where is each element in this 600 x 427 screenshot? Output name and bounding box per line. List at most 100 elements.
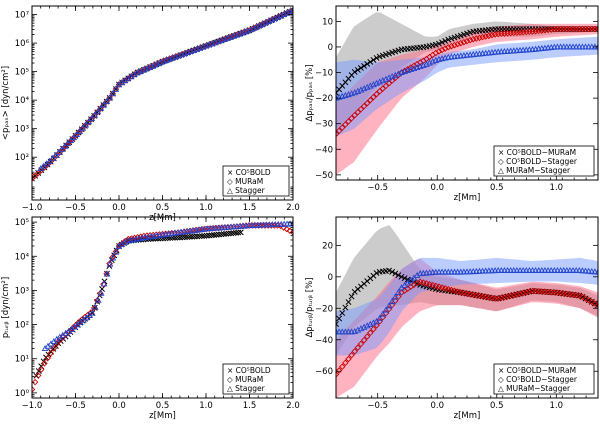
point-CO5BOLD-Stagger	[357, 105, 365, 113]
legend-entry: × CO⁵BOLD	[227, 366, 271, 375]
point-CO5BOLD-MURaM	[373, 270, 380, 277]
point-Stagger	[130, 71, 138, 78]
point-CO5BOLD	[35, 368, 42, 374]
point-MURaM-Stagger	[572, 43, 580, 50]
point-CO5BOLD-MURaM	[588, 298, 595, 305]
point-CO5BOLD-Stagger	[351, 111, 358, 119]
legend-entry: △ Stagger	[227, 186, 266, 195]
point-CO5BOLD-Stagger	[473, 35, 480, 42]
point-CO5BOLD-Stagger	[516, 290, 524, 297]
point-MURaM-Stagger	[435, 268, 443, 275]
point-CO5BOLD-Stagger	[370, 93, 377, 101]
point-CO5BOLD-MURaM	[392, 270, 399, 277]
point-CO5BOLD-Stagger	[576, 292, 583, 299]
y-tick-label: −10	[315, 69, 333, 79]
point-CO5BOLD-MURaM	[445, 36, 452, 43]
point-MURaM-Stagger	[563, 43, 571, 50]
point-MURaM	[32, 386, 36, 393]
point-MURaM-Stagger	[341, 328, 349, 335]
point-CO5BOLD-Stagger	[345, 118, 352, 125]
point-MURaM-Stagger	[513, 266, 521, 274]
point-CO5BOLD-Stagger	[413, 279, 421, 287]
point-MURaM-Stagger	[579, 267, 586, 274]
point-CO5BOLD	[201, 232, 208, 239]
point-CO5BOLD-Stagger	[360, 336, 368, 344]
panel-p2: −0.5 0.0 0.5 1.0 −50 −40 −30 −20 −10 0 10 z[Mm] Δpₚₐ…	[305, 5, 599, 203]
y-tick-label: 10³	[15, 286, 29, 296]
point-CO5BOLD-Stagger	[547, 26, 555, 33]
point-Stagger	[97, 104, 105, 111]
point-CO5BOLD-MURaM	[345, 299, 352, 305]
x-tick-label: 0.5	[490, 401, 504, 411]
y-tick-label: 20	[322, 241, 333, 251]
point-CO5BOLD-Stagger	[348, 115, 355, 122]
series-MURaM-Stagger	[336, 43, 598, 101]
x-tick-label: −0.5	[65, 401, 86, 411]
point-CO5BOLD-MURaM	[401, 275, 408, 282]
point-MURaM	[41, 164, 48, 171]
point-Stagger	[85, 118, 93, 125]
x-axis-label: z[Mm]	[149, 411, 176, 421]
legend-p3: × CO⁵BOLD◇ MURaM△ Stagger	[222, 363, 290, 395]
point-MURaM-Stagger	[373, 317, 380, 324]
point-CO5BOLD-Stagger	[541, 27, 549, 34]
point-Stagger	[70, 134, 78, 141]
point-CO5BOLD	[232, 229, 239, 236]
point-MURaM	[32, 172, 39, 180]
point-CO5BOLD-MURaM	[582, 295, 589, 302]
x-tick-label: −1.0	[22, 401, 43, 411]
point-MURaM-Stagger	[535, 266, 543, 274]
point-Stagger	[88, 114, 96, 122]
point-CO5BOLD-Stagger	[457, 39, 464, 47]
point-CO5BOLD-Stagger	[529, 28, 536, 35]
legend-entry: × CO⁵BOLD−MURaM	[498, 148, 576, 157]
point-CO5BOLD-MURaM	[342, 304, 349, 311]
point-MURaM-Stagger	[572, 266, 580, 274]
point-Stagger	[52, 151, 60, 158]
point-MURaM-Stagger	[563, 266, 571, 274]
point-CO5BOLD-Stagger	[498, 294, 505, 302]
point-MURaM-Stagger	[544, 266, 552, 274]
band-MURaM-Stagger	[336, 257, 598, 356]
point-Stagger	[121, 239, 129, 246]
point-MURaM-Stagger	[585, 267, 593, 274]
point-CO5BOLD-MURaM	[354, 67, 361, 73]
point-MURaM-Stagger	[579, 43, 586, 50]
point-CO5BOLD-Stagger	[532, 28, 539, 35]
plot-area-p2	[336, 12, 598, 175]
point-CO5BOLD-Stagger	[544, 26, 552, 34]
point-Stagger	[67, 136, 75, 144]
point-CO5BOLD-MURaM	[357, 65, 364, 71]
point-CO5BOLD	[179, 234, 186, 241]
y-axis-label: pₜᵤᵣᵦ [dyn/cm²]	[1, 277, 11, 338]
y-tick-label: −30	[315, 120, 333, 130]
point-CO5BOLD-MURaM	[373, 54, 380, 61]
point-CO5BOLD-Stagger	[504, 293, 511, 300]
point-Stagger	[46, 157, 54, 164]
point-CO5BOLD	[218, 231, 225, 238]
point-CO5BOLD-Stagger	[342, 359, 349, 367]
point-MURaM	[84, 119, 92, 126]
point-MURaM-Stagger	[554, 266, 561, 274]
point-CO5BOLD-Stagger	[482, 33, 489, 40]
x-tick-label: 2.0	[286, 203, 300, 213]
point-MURaM	[38, 366, 45, 373]
point-CO5BOLD-Stagger	[523, 289, 530, 296]
point-CO5BOLD-Stagger	[445, 44, 452, 51]
y-tick-label: −60	[315, 367, 333, 377]
point-CO5BOLD	[203, 232, 210, 239]
point-CO5BOLD-Stagger	[519, 289, 527, 297]
point-MURaM-Stagger	[582, 267, 589, 274]
point-CO5BOLD-Stagger	[336, 127, 343, 135]
point-Stagger	[109, 254, 117, 261]
point-CO5BOLD-Stagger	[448, 42, 455, 50]
point-Stagger	[91, 303, 99, 310]
legend-entry: ◇ CO⁵BOLD−Stagger	[498, 375, 578, 384]
point-Stagger	[94, 296, 102, 303]
point-CO5BOLD	[225, 230, 232, 237]
point-MURaM-Stagger	[522, 266, 530, 274]
point-CO5BOLD	[220, 231, 227, 237]
point-CO5BOLD-MURaM	[364, 60, 371, 67]
y-tick-label: −40	[315, 145, 333, 155]
point-MURaM-Stagger	[395, 288, 402, 295]
